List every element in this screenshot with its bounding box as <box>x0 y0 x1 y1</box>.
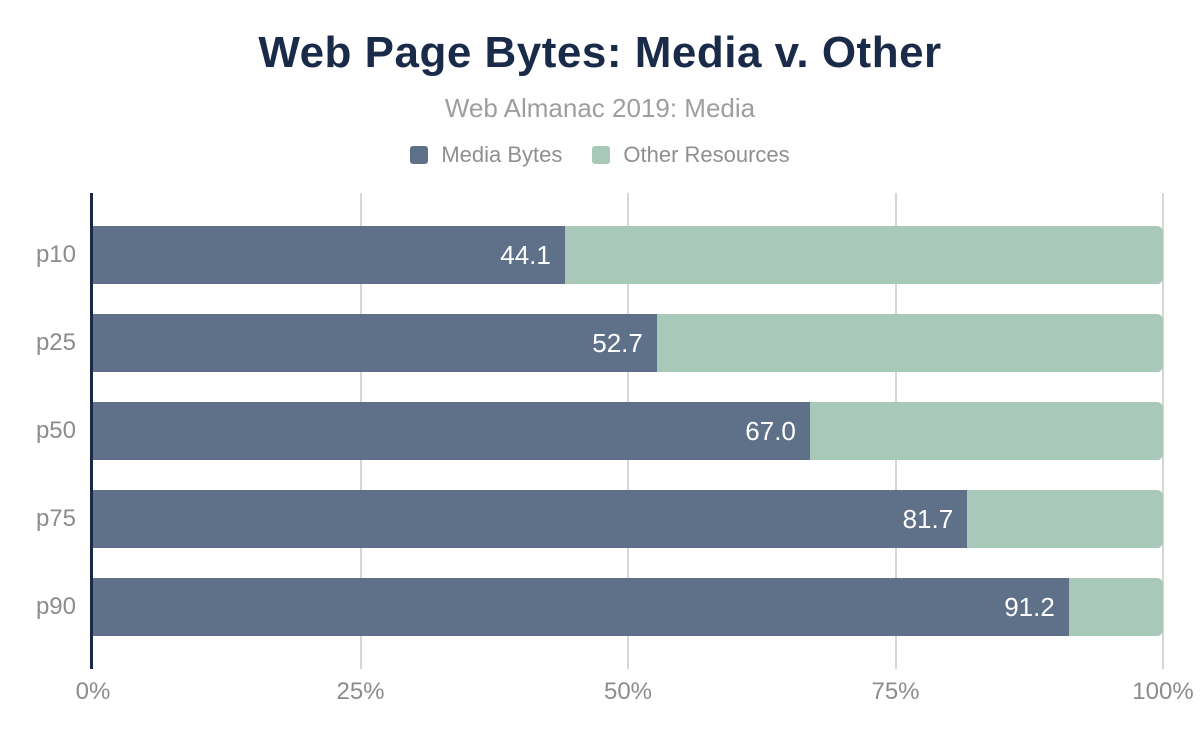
other-bar-segment <box>967 490 1163 548</box>
other-bar-segment <box>656 314 1163 372</box>
bar-row: p10 44.1 <box>36 226 1163 314</box>
legend-item-other: Other Resources <box>592 142 790 168</box>
plot-area: p10 44.1 p25 52.7 p50 <box>36 193 1164 669</box>
x-tick-label: 75% <box>871 678 920 705</box>
y-axis-label: p10 <box>35 241 76 268</box>
legend-swatch <box>592 146 611 164</box>
media-bar-segment: 67.0 <box>93 402 810 460</box>
legend-label: Other Resources <box>623 142 790 167</box>
legend-label: Media Bytes <box>441 142 563 167</box>
other-bar-segment <box>1068 578 1163 636</box>
bar-value-label: 67.0 <box>745 415 796 446</box>
media-bar-segment: 81.7 <box>93 490 968 548</box>
x-axis: 0% 25% 50% 75% 100% <box>76 669 1194 715</box>
y-axis-label: p75 <box>35 505 76 532</box>
bar-track: 52.7 <box>93 314 1163 372</box>
bar-rows: p10 44.1 p25 52.7 p50 <box>36 193 1163 666</box>
chart-title: Web Page Bytes: Media v. Other <box>258 28 942 77</box>
chart-subtitle: Web Almanac 2019: Media <box>444 93 756 123</box>
bar-row: p50 67.0 <box>36 402 1163 490</box>
bar-row: p25 52.7 <box>36 314 1163 402</box>
gridline <box>1162 193 1164 669</box>
legend: Media Bytes Other Resources <box>0 142 1200 168</box>
media-bar-segment: 52.7 <box>93 314 657 372</box>
bar-track: 91.2 <box>93 578 1163 636</box>
x-tick-label: 50% <box>603 678 653 705</box>
x-tick-label: 100% <box>1132 678 1194 705</box>
legend-swatch <box>410 146 429 164</box>
y-axis-label: p90 <box>35 593 76 620</box>
bar-value-label: 91.2 <box>1004 591 1055 622</box>
bar-value-label: 81.7 <box>902 503 954 534</box>
bar-row: p75 81.7 <box>36 490 1163 578</box>
x-tick-label: 25% <box>336 678 385 705</box>
bar-value-label: 44.1 <box>500 239 551 270</box>
bar-track: 81.7 <box>93 490 1163 548</box>
y-axis-label: p25 <box>35 329 76 356</box>
media-bar-segment: 91.2 <box>93 578 1069 636</box>
bar-track: 67.0 <box>93 402 1163 460</box>
bar-row: p90 91.2 <box>36 578 1163 666</box>
bar-track: 44.1 <box>93 226 1163 284</box>
x-tick-label: 0% <box>75 678 111 705</box>
other-bar-segment <box>564 226 1163 284</box>
y-axis-label: p50 <box>35 417 76 444</box>
other-bar-segment <box>809 402 1163 460</box>
media-bar-segment: 44.1 <box>93 226 565 284</box>
legend-item-media: Media Bytes <box>410 142 562 168</box>
bar-value-label: 52.7 <box>592 327 643 358</box>
